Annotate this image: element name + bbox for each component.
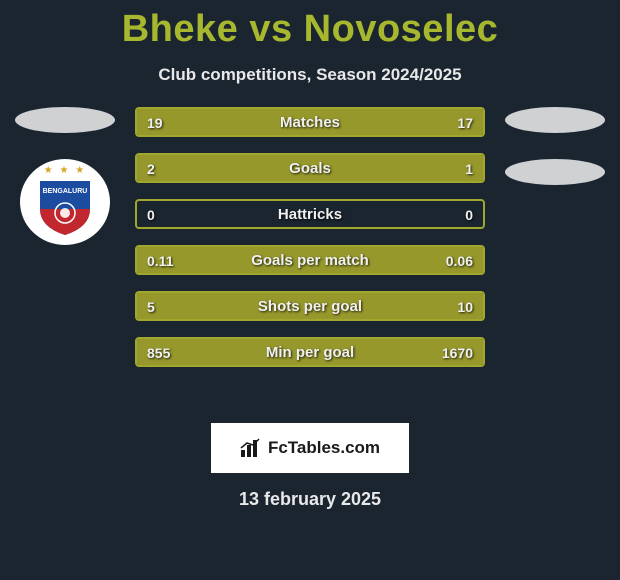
left-player-column: ★ ★ ★ BENGALURU <box>10 107 120 245</box>
badge-stars: ★ ★ ★ <box>20 165 110 176</box>
stat-val-right: 10 <box>457 293 473 319</box>
stat-row-goals: 2 Goals 1 <box>135 153 485 183</box>
comparison-panel: ★ ★ ★ BENGALURU 19 Matches 17 <box>0 107 620 407</box>
stat-val-right: 1 <box>465 155 473 181</box>
player2-placeholder-oval-2 <box>505 159 605 185</box>
player2-placeholder-oval-1 <box>505 107 605 133</box>
snapshot-date: 13 february 2025 <box>0 489 620 510</box>
footer-logo-text: FcTables.com <box>268 438 380 458</box>
stat-label: Matches <box>137 109 483 135</box>
stat-label: Goals <box>137 155 483 181</box>
stat-val-right: 0 <box>465 201 473 227</box>
stat-row-shots-per-goal: 5 Shots per goal 10 <box>135 291 485 321</box>
badge-text: BENGALURU <box>43 188 88 195</box>
shield-icon: BENGALURU <box>36 179 94 237</box>
stat-label: Goals per match <box>137 247 483 273</box>
stat-val-right: 0.06 <box>446 247 473 273</box>
page-title: Bheke vs Novoselec <box>0 0 620 51</box>
subtitle: Club competitions, Season 2024/2025 <box>0 65 620 85</box>
footer-logo[interactable]: FcTables.com <box>211 423 409 473</box>
stat-label: Shots per goal <box>137 293 483 319</box>
right-player-column <box>500 107 610 185</box>
stat-label: Min per goal <box>137 339 483 365</box>
stat-val-right: 1670 <box>442 339 473 365</box>
stat-row-goals-per-match: 0.11 Goals per match 0.06 <box>135 245 485 275</box>
bars-icon <box>240 438 262 458</box>
stat-row-min-per-goal: 855 Min per goal 1670 <box>135 337 485 367</box>
club-badge-bengaluru: ★ ★ ★ BENGALURU <box>20 159 110 245</box>
stat-row-matches: 19 Matches 17 <box>135 107 485 137</box>
stat-label: Hattricks <box>137 201 483 227</box>
player1-placeholder-oval <box>15 107 115 133</box>
stat-bars: 19 Matches 17 2 Goals 1 0 Hattricks 0 0.… <box>135 107 485 383</box>
stat-val-right: 17 <box>457 109 473 135</box>
stat-row-hattricks: 0 Hattricks 0 <box>135 199 485 229</box>
player1-club-badge-wrap: ★ ★ ★ BENGALURU <box>10 159 120 245</box>
